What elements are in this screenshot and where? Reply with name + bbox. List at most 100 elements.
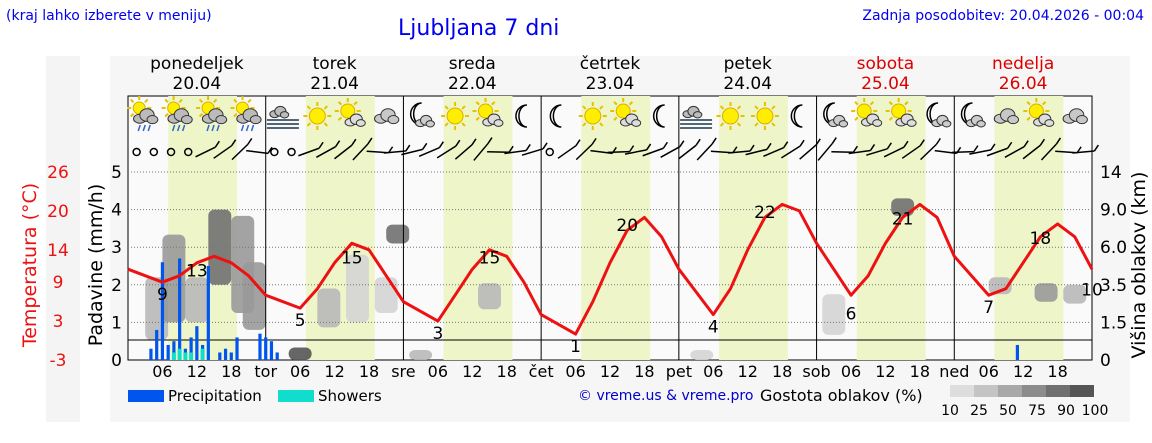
density-swatch (1046, 385, 1070, 397)
precipitation-bar (206, 266, 210, 360)
wind-barb (246, 146, 273, 155)
precipitation-bar (223, 348, 228, 360)
hour-tick: 18 (634, 362, 654, 381)
moon-cloud-icon (960, 102, 986, 128)
cloud-cover-cell (346, 254, 369, 323)
hour-tick: 18 (772, 362, 792, 381)
temperature-label: 3 (432, 324, 443, 344)
moon-icon (549, 104, 562, 128)
wind-barb (696, 137, 717, 161)
wind-barb (866, 142, 892, 156)
density-swatch (950, 385, 974, 397)
wind-barb (781, 139, 805, 159)
temperature-label: 6 (846, 305, 857, 325)
day-abbr: pet (666, 362, 692, 381)
copyright: © vreme.us & vreme.pro (578, 388, 754, 404)
hour-tick: 06 (841, 362, 861, 381)
precipitation-bar (229, 352, 233, 360)
density-tick: 10 (941, 403, 959, 419)
legend-showers-label: Showers (318, 387, 382, 405)
day-name: nedelja (992, 54, 1054, 74)
sun-icon (441, 102, 470, 130)
sun-cloud-icon (334, 98, 366, 127)
temp-tick: 14 (47, 241, 69, 261)
rain-cloud-icon (161, 96, 193, 132)
temperature-label: 15 (341, 248, 363, 268)
temp-tick: 26 (47, 163, 69, 183)
wind-barb (473, 137, 493, 161)
sun-cloud-icon (851, 98, 883, 127)
hour-tick: 12 (462, 362, 482, 381)
fog-icon (680, 105, 713, 129)
wind-barb (334, 138, 357, 160)
daylight-band (856, 96, 926, 360)
cloud-icon (374, 108, 400, 125)
wind-barb (831, 145, 859, 153)
wind-calm-marker (545, 147, 554, 157)
wind-barb (817, 137, 837, 161)
moon-cloud-icon (926, 102, 952, 128)
wind-barb (487, 145, 514, 153)
wind-barb (401, 142, 428, 156)
daylight-band (719, 96, 788, 360)
density-swatch (998, 385, 1022, 397)
day-name: sobota (857, 54, 915, 74)
wind-barb (231, 137, 253, 161)
moon-icon (790, 104, 803, 128)
precipitation-bar (195, 326, 199, 360)
wind-barb (848, 144, 876, 155)
wind-barb (557, 139, 581, 159)
legend-showers-swatch (278, 390, 314, 402)
precipitation-bar (218, 352, 222, 360)
day-abbr: tor (254, 362, 277, 381)
temp-tick: 20 (47, 202, 69, 222)
precipitation-bar (166, 344, 170, 360)
rain-cloud-icon (230, 96, 262, 132)
day-abbr: ned (939, 362, 969, 381)
hour-tick: 12 (738, 362, 758, 381)
wind-barb (1040, 137, 1062, 161)
precipitation-bar (178, 258, 182, 360)
temperature-line (127, 202, 1094, 336)
wind-barb (728, 144, 755, 154)
precipitation-bar (1015, 344, 1020, 360)
height-tick: 6.0 (1100, 238, 1127, 258)
wind-barb (352, 137, 373, 161)
day-date: 24.04 (723, 74, 772, 94)
daylight-band (581, 96, 651, 360)
wind-barb (642, 141, 668, 157)
temperature-label: 20 (616, 216, 638, 236)
moon-cloud-icon (409, 102, 435, 128)
day-name: sreda (449, 54, 496, 74)
wind-calm-marker (184, 147, 193, 157)
height-tick: 1.5 (1100, 313, 1127, 333)
hour-tick: 12 (875, 362, 895, 381)
cloud-cover-cell (242, 262, 266, 330)
wind-barb (986, 141, 1013, 157)
cloud-density-label: Gostota oblakov (%) (760, 386, 923, 405)
shower-bar (177, 348, 182, 360)
wind-barb (951, 145, 979, 154)
temperature-label: 15 (479, 248, 501, 268)
day-name: ponedeljek (150, 54, 244, 74)
cloud-cover-cell (690, 349, 714, 360)
cloud-icon (993, 108, 1020, 125)
precip-tick: 3 (111, 238, 122, 258)
fog-icon (266, 105, 299, 129)
day-date: 26.04 (999, 74, 1048, 94)
day-date: 21.04 (310, 74, 359, 94)
last-updated: Zadnja posodobitev: 20.04.2026 - 00:04 (862, 8, 1144, 24)
shower-bar (171, 352, 176, 360)
day-abbr: sre (391, 362, 415, 381)
hour-tick: 12 (187, 362, 207, 381)
temp-tick: -3 (50, 351, 67, 371)
hour-tick: 12 (600, 362, 620, 381)
density-swatch (974, 385, 998, 397)
wind-barb (745, 142, 772, 156)
density-tick: 100 (1082, 403, 1109, 419)
temperature-label: 21 (892, 209, 914, 229)
day-date: 22.04 (448, 74, 497, 94)
hour-tick: 18 (497, 362, 517, 381)
precip-tick: 2 (111, 276, 122, 296)
cloud-cover-cell (478, 283, 501, 310)
